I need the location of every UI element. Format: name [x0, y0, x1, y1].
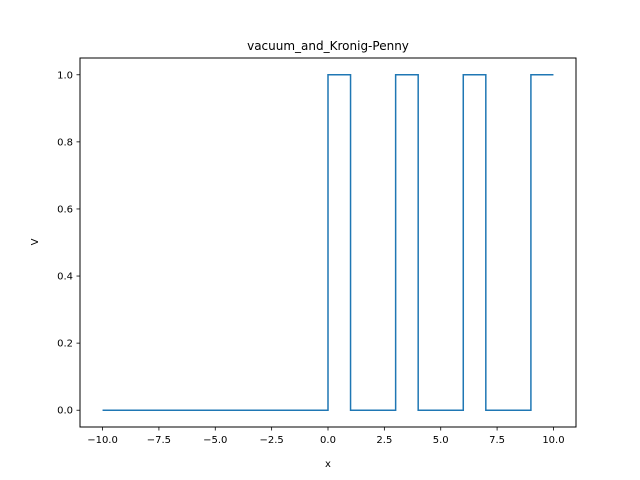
x-axis-label: x: [325, 459, 331, 470]
x-tick-label: 0.0: [320, 435, 336, 446]
series-line: [102, 74, 554, 411]
chart-title: vacuum_and_Kronig-Penny: [247, 39, 409, 53]
x-tick-label: −10.0: [87, 435, 118, 446]
x-tick-label: 10.0: [542, 435, 564, 446]
plot-area: −10.0 −7.5 −5.0 −2.5 0.0 2.5 5.0 7.5 10.0 0.0 0.2 0…: [57, 70, 564, 446]
x-tick-label: 5.0: [433, 435, 449, 446]
x-tick-label: 2.5: [376, 435, 392, 446]
y-tick-label: 0.6: [57, 204, 73, 215]
x-tick-label: −7.5: [147, 435, 171, 446]
x-tick-label: 7.5: [489, 435, 505, 446]
y-tick-label: 0.2: [57, 339, 73, 350]
y-tick-label: 1.0: [57, 70, 73, 81]
y-tick-label: 0.0: [57, 406, 73, 417]
y-tick-label: 0.8: [57, 137, 73, 148]
y-tick-label: 0.4: [57, 272, 73, 283]
axes-frame: [79, 57, 577, 428]
x-tick-label: −2.5: [259, 435, 283, 446]
y-axis-label: V: [30, 238, 41, 245]
x-tick-label: −5.0: [203, 435, 227, 446]
